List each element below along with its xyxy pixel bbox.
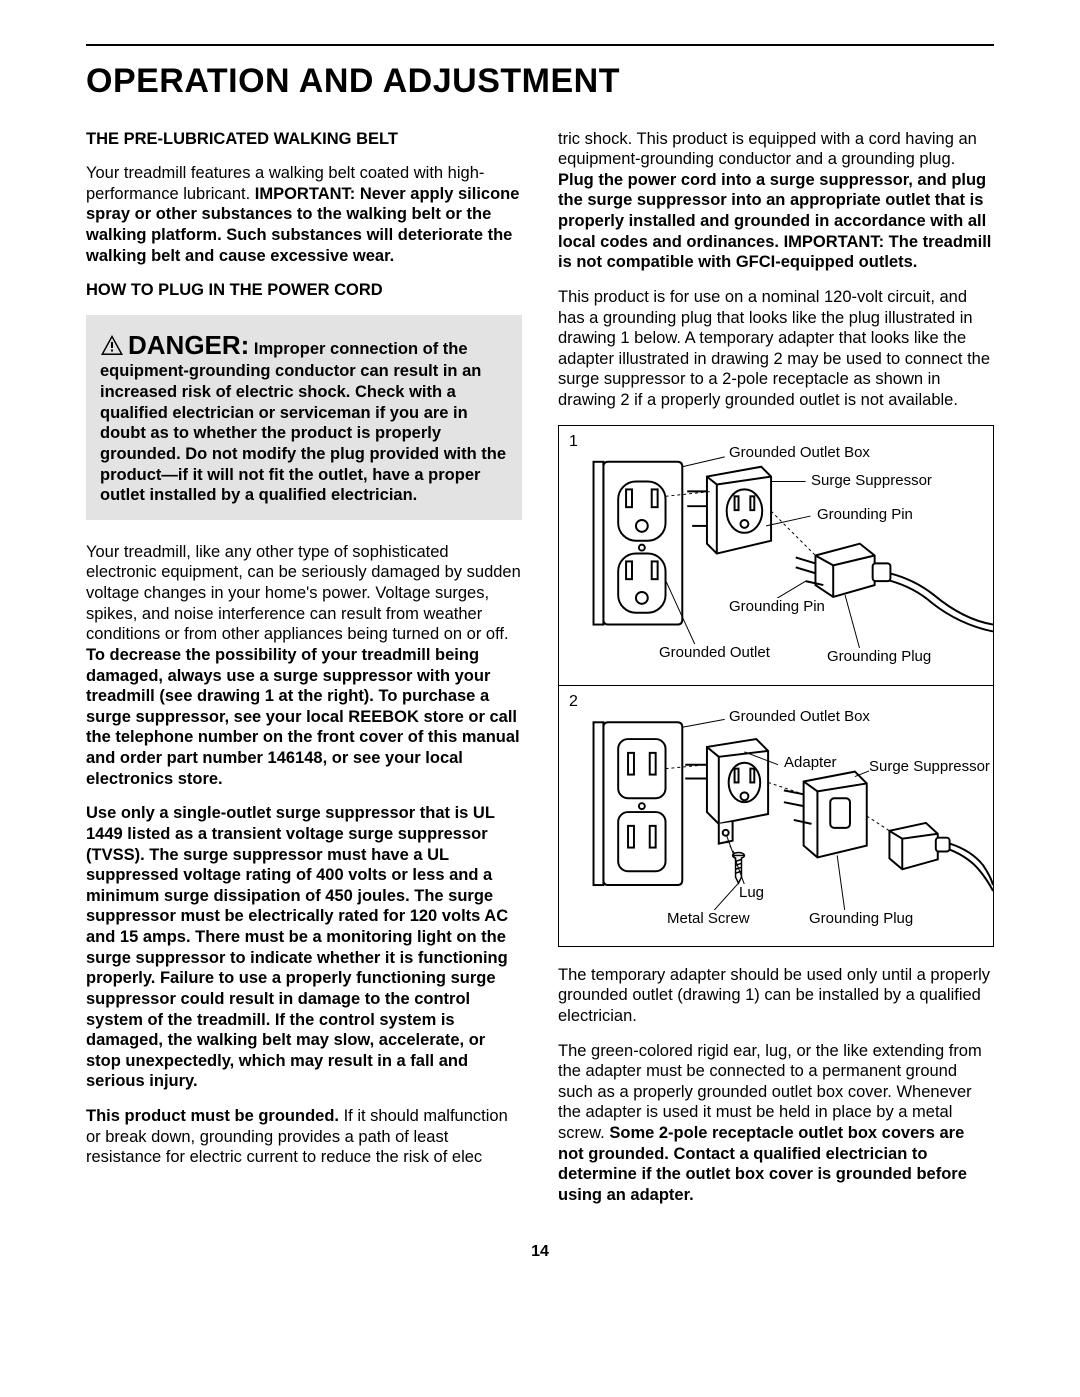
label-gplug-1: Grounding Plug <box>827 648 931 667</box>
drawing-1-svg <box>559 426 993 685</box>
surge-text-a: Your treadmill, like any other type of s… <box>86 543 521 644</box>
right-column: tric shock. This product is equipped wit… <box>558 129 994 1206</box>
right-p1a: tric shock. This product is equipped wit… <box>558 130 977 169</box>
label-outlet-box-1: Grounded Outlet Box <box>729 444 870 463</box>
label-gplug-2: Grounding Plug <box>809 910 913 929</box>
section-heading-plug: HOW TO PLUG IN THE POWER CORD <box>86 280 522 301</box>
left-column: THE PRE-LUBRICATED WALKING BELT Your tre… <box>86 129 522 1206</box>
right-p3: The temporary adapter should be used onl… <box>558 965 994 1027</box>
right-p1: tric shock. This product is equipped wit… <box>558 129 994 273</box>
danger-box: DANGER: Improper connection of the equip… <box>86 315 522 520</box>
label-goutlet-1: Grounded Outlet <box>659 644 770 663</box>
label-screw: Metal Screw <box>667 910 750 929</box>
label-outlet-box-2: Grounded Outlet Box <box>729 708 870 727</box>
surge-paragraph-1: Your treadmill, like any other type of s… <box>86 542 522 790</box>
right-p1b: Plug the power cord into a surge suppres… <box>558 171 991 272</box>
label-surge-1: Surge Suppressor <box>811 472 932 491</box>
label-gpin-1a: Grounding Pin <box>817 506 913 525</box>
figure-box: 1 <box>558 425 994 947</box>
columns: THE PRE-LUBRICATED WALKING BELT Your tre… <box>86 129 994 1206</box>
drawing-1: 1 <box>559 426 993 686</box>
label-surge-2: Surge Suppressor <box>869 758 990 777</box>
page-title: OPERATION AND ADJUSTMENT <box>86 60 994 103</box>
label-lug: Lug <box>739 884 764 903</box>
grounding-paragraph: This product must be grounded. If it sho… <box>86 1106 522 1168</box>
drawing-2-number: 2 <box>569 692 578 712</box>
drawing-1-number: 1 <box>569 432 578 452</box>
grounding-lead: This product must be grounded. <box>86 1107 339 1125</box>
right-p4b: Some 2-pole receptacle outlet box covers… <box>558 1124 967 1204</box>
top-rule <box>86 44 994 46</box>
drawing-2: 2 <box>559 686 993 946</box>
label-gpin-1b: Grounding Pin <box>729 598 825 617</box>
surge-text-b: To decrease the possibility of your trea… <box>86 646 520 788</box>
belt-paragraph: Your treadmill features a walking belt c… <box>86 163 522 266</box>
right-p2: This product is for use on a nominal 120… <box>558 287 994 411</box>
label-adapter: Adapter <box>784 754 837 773</box>
surge-specs-paragraph: Use only a single-outlet surge suppresso… <box>86 803 522 1092</box>
warning-triangle-icon <box>100 334 124 356</box>
danger-text: Improper connection of the equipment-gro… <box>100 340 506 504</box>
right-p4: The green-colored rigid ear, lug, or the… <box>558 1041 994 1206</box>
section-heading-belt: THE PRE-LUBRICATED WALKING BELT <box>86 129 522 150</box>
page-number: 14 <box>86 1242 994 1262</box>
danger-word: DANGER: <box>128 330 249 360</box>
